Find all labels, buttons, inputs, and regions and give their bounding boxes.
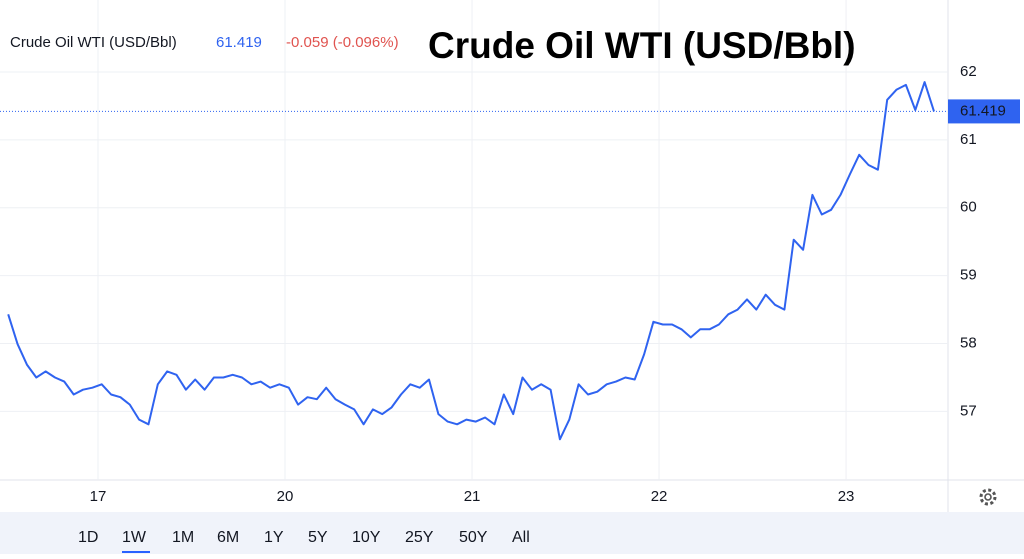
price-line <box>7 81 935 441</box>
range-button[interactable]: All <box>512 529 530 546</box>
x-tick-label: 22 <box>651 488 668 505</box>
legend-name: Crude Oil WTI (USD/Bbl) <box>10 34 177 51</box>
range-button[interactable]: 1Y <box>264 529 284 546</box>
range-button[interactable]: 6M <box>217 529 239 546</box>
legend-price: 61.419 <box>216 34 262 51</box>
x-tick-label: 17 <box>90 488 107 505</box>
settings-icon[interactable] <box>979 488 997 506</box>
range-button[interactable]: 50Y <box>459 529 488 546</box>
y-tick-label: 58 <box>960 335 977 352</box>
y-tick-label: 62 <box>960 63 977 80</box>
y-tick-label: 57 <box>960 402 977 419</box>
y-tick-label: 61 <box>960 131 977 148</box>
x-tick-label: 21 <box>464 488 481 505</box>
legend-change: -0.059 (-0.096%) <box>286 34 399 51</box>
range-button[interactable]: 1W <box>122 529 147 546</box>
y-tick-label: 59 <box>960 267 977 284</box>
range-button[interactable]: 1D <box>78 529 98 546</box>
range-button[interactable]: 5Y <box>308 529 328 546</box>
last-price-box <box>948 99 1020 124</box>
last-price-label: 61.419 <box>960 102 1006 119</box>
chart-title: Crude Oil WTI (USD/Bbl) <box>428 25 856 66</box>
x-tick-label: 20 <box>277 488 294 505</box>
x-tick-label: 23 <box>838 488 855 505</box>
range-button[interactable]: 1M <box>172 529 194 546</box>
range-button[interactable]: 25Y <box>405 529 434 546</box>
range-button[interactable]: 10Y <box>352 529 381 546</box>
range-bar <box>0 512 1024 554</box>
y-tick-label: 60 <box>960 199 977 216</box>
